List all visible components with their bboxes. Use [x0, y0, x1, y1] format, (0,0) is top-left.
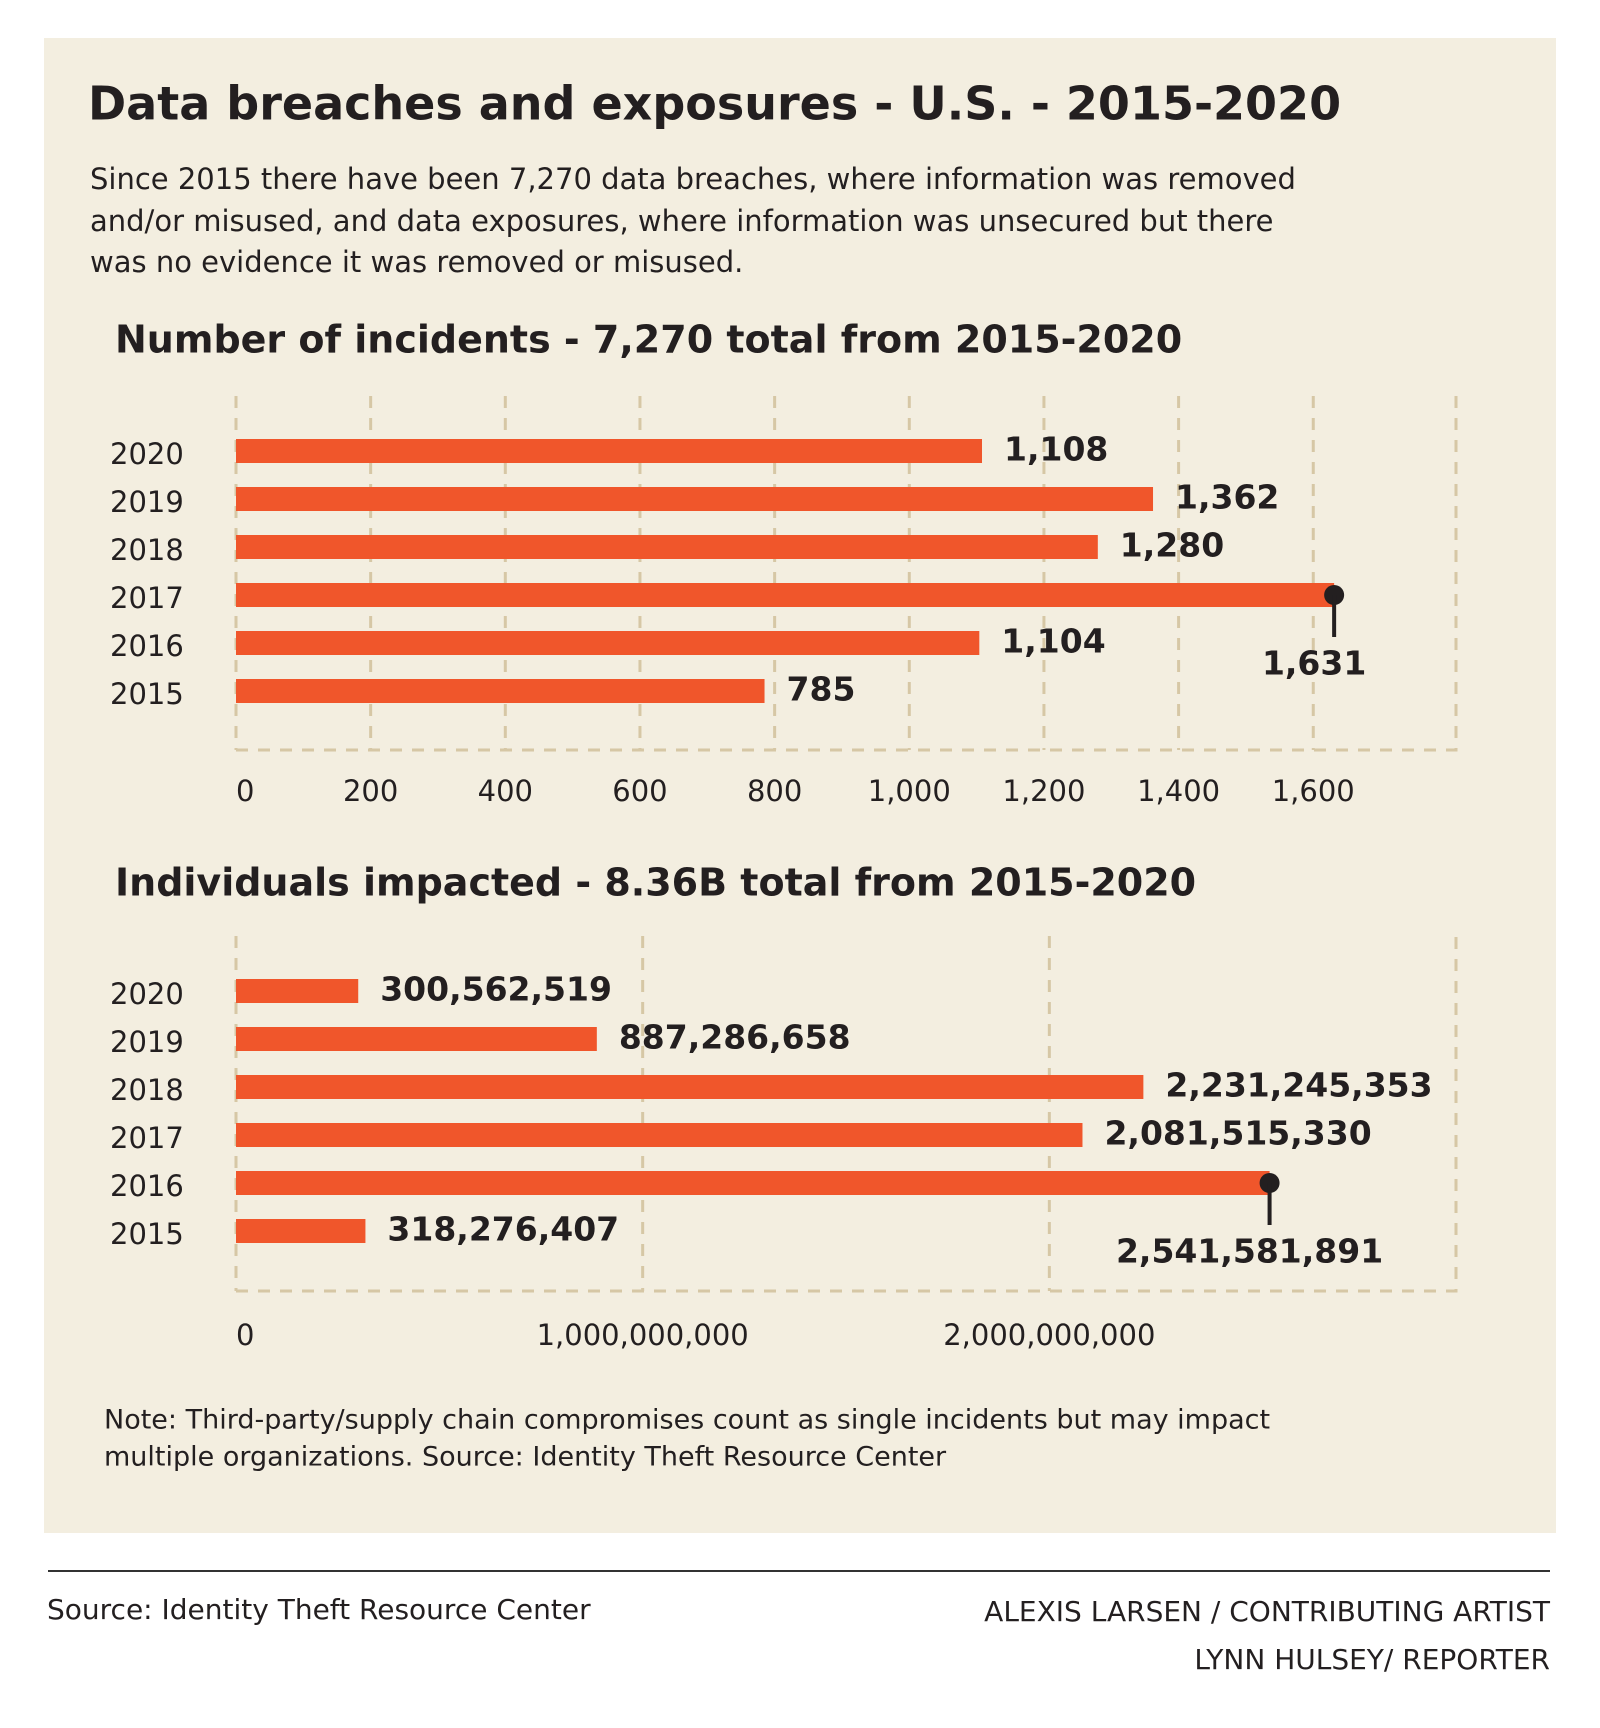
- y-tick-label: 2015: [110, 677, 184, 711]
- chart-title: Number of incidents - 7,270 total from 2…: [115, 318, 1182, 362]
- x-tick-label: 200: [343, 774, 398, 808]
- x-tick-label: 0: [236, 1318, 254, 1352]
- y-tick-label: 2020: [110, 977, 184, 1011]
- x-tick-label: 1,000,000,000: [537, 1318, 749, 1352]
- title: Data breaches and exposures - U.S. - 201…: [88, 77, 1341, 131]
- source: Source: Identity Theft Resource Center: [47, 1593, 591, 1626]
- x-tick-label: 400: [478, 774, 533, 808]
- value-label: 300,562,519: [380, 970, 612, 1009]
- bar: [236, 439, 983, 463]
- bar: [236, 487, 1154, 511]
- credit: LYNN HULSEY/ REPORTER: [1194, 1643, 1550, 1676]
- y-tick-label: 2019: [110, 485, 184, 519]
- bar: [236, 535, 1098, 559]
- y-tick-label: 2019: [110, 1025, 184, 1059]
- value-label: 1,108: [1004, 430, 1108, 469]
- bar: [236, 1075, 1144, 1099]
- bar: [236, 1171, 1270, 1195]
- y-tick-label: 2018: [110, 1073, 184, 1107]
- x-tick-label: 1,600: [1272, 774, 1355, 808]
- x-tick-label: 1,000: [868, 774, 951, 808]
- y-tick-label: 2016: [110, 629, 184, 663]
- value-label: 2,541,581,891: [1116, 1232, 1383, 1271]
- y-tick-label: 2017: [110, 1121, 184, 1155]
- bar: [236, 979, 359, 1003]
- x-tick-label: 1,400: [1137, 774, 1220, 808]
- x-tick-label: 2,000,000,000: [943, 1318, 1155, 1352]
- y-tick-label: 2015: [110, 1217, 184, 1251]
- y-tick-label: 2018: [110, 533, 184, 567]
- value-label: 2,081,515,330: [1104, 1114, 1371, 1153]
- bar: [236, 631, 980, 655]
- bar: [236, 679, 765, 703]
- chart-title: Individuals impacted - 8.36B total from …: [115, 861, 1196, 905]
- y-tick-label: 2016: [110, 1169, 184, 1203]
- value-label: 318,276,407: [387, 1210, 619, 1249]
- value-label: 1,631: [1262, 644, 1366, 683]
- credit: ALEXIS LARSEN / CONTRIBUTING ARTIST: [984, 1595, 1551, 1628]
- frame: [236, 936, 1458, 1293]
- value-label: 785: [787, 670, 856, 709]
- y-tick-label: 2020: [110, 437, 184, 471]
- bar: [236, 1027, 597, 1051]
- y-tick-label: 2017: [110, 581, 184, 615]
- bar: [236, 1123, 1083, 1147]
- subtitle-line: was no evidence it was removed or misuse…: [90, 245, 743, 279]
- x-tick-label: 0: [236, 774, 254, 808]
- x-tick-label: 800: [747, 774, 802, 808]
- bar: [236, 583, 1335, 607]
- subtitle-line: and/or misused, and data exposures, wher…: [90, 204, 1274, 238]
- value-label: 1,104: [1001, 622, 1105, 661]
- frame: [236, 396, 1458, 752]
- note-line: multiple organizations. Source: Identity…: [104, 1442, 947, 1473]
- x-tick-label: 600: [612, 774, 667, 808]
- value-label: 2,231,245,353: [1165, 1066, 1432, 1105]
- panel: [44, 38, 1556, 1533]
- bar: [236, 1219, 366, 1243]
- value-label: 1,362: [1175, 478, 1279, 517]
- value-label: 1,280: [1120, 526, 1224, 565]
- value-label: 887,286,658: [619, 1018, 851, 1057]
- note-line: Note: Third-party/supply chain compromis…: [104, 1405, 1270, 1436]
- subtitle-line: Since 2015 there have been 7,270 data br…: [90, 162, 1296, 196]
- x-tick-label: 1,200: [1002, 774, 1085, 808]
